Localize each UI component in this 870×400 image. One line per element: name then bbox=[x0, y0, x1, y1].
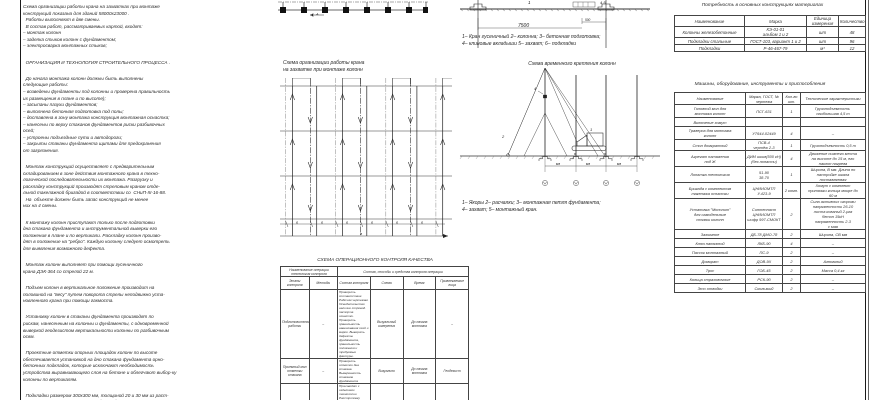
svg-text:1: 1 bbox=[590, 127, 592, 132]
svg-text:4 5: 4 5 bbox=[600, 0, 606, 5]
svg-text:в: в bbox=[360, 231, 362, 236]
svg-text:б: б bbox=[296, 221, 298, 225]
svg-text:б: б bbox=[346, 221, 348, 225]
svg-text:7500: 7500 bbox=[518, 23, 529, 29]
svg-text:б: б bbox=[396, 221, 398, 225]
svg-text:б: б bbox=[371, 221, 373, 225]
svg-text:мв: мв bbox=[617, 162, 621, 166]
svg-text:500: 500 bbox=[585, 18, 591, 22]
svg-text:1: 1 bbox=[316, 13, 319, 17]
svg-text:2: 2 bbox=[501, 134, 505, 139]
svg-text:1: 1 bbox=[528, 0, 531, 5]
svg-text:мв: мв bbox=[586, 162, 590, 166]
svg-text:б: б bbox=[321, 221, 323, 225]
svg-text:мв: мв bbox=[556, 162, 560, 166]
svg-text:б: б bbox=[421, 221, 423, 225]
